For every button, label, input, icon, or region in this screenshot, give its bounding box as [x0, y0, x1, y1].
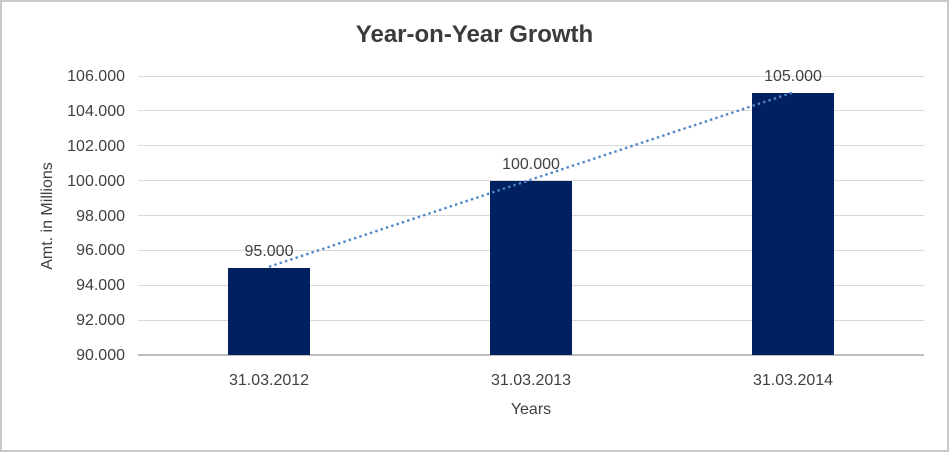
gridline [138, 75, 924, 77]
bar [752, 93, 834, 355]
bar [228, 267, 310, 355]
y-axis-tick-label: 100.000 [67, 172, 125, 190]
x-axis-tick-label: 31.03.2012 [228, 372, 310, 389]
y-axis-tick-label: 94.000 [76, 277, 125, 295]
chart-title: Year-on-Year Growth [355, 21, 594, 48]
bar-value-label: 105.000 [764, 68, 822, 86]
x-axis-tick-label: 31.03.2014 [752, 372, 834, 389]
bar [490, 180, 572, 355]
bar-value-label: 100.000 [502, 155, 560, 173]
y-axis-tick-label: 106.000 [67, 68, 125, 85]
x-axis-tick-label: 31.03.2013 [490, 372, 572, 389]
bar-value-label: 95.000 [244, 242, 294, 260]
y-axis-tick-label: 90.000 [76, 347, 125, 364]
x-axis-title: Years [510, 401, 552, 418]
x-axis-line [138, 354, 924, 356]
y-axis-tick-label: 104.000 [67, 102, 125, 120]
y-axis-tick-label: 102.000 [67, 137, 125, 155]
y-axis-tick-label: 96.000 [76, 242, 125, 260]
y-axis-tick-label: 98.000 [76, 207, 125, 225]
y-axis-tick-label: 92.000 [76, 312, 125, 330]
